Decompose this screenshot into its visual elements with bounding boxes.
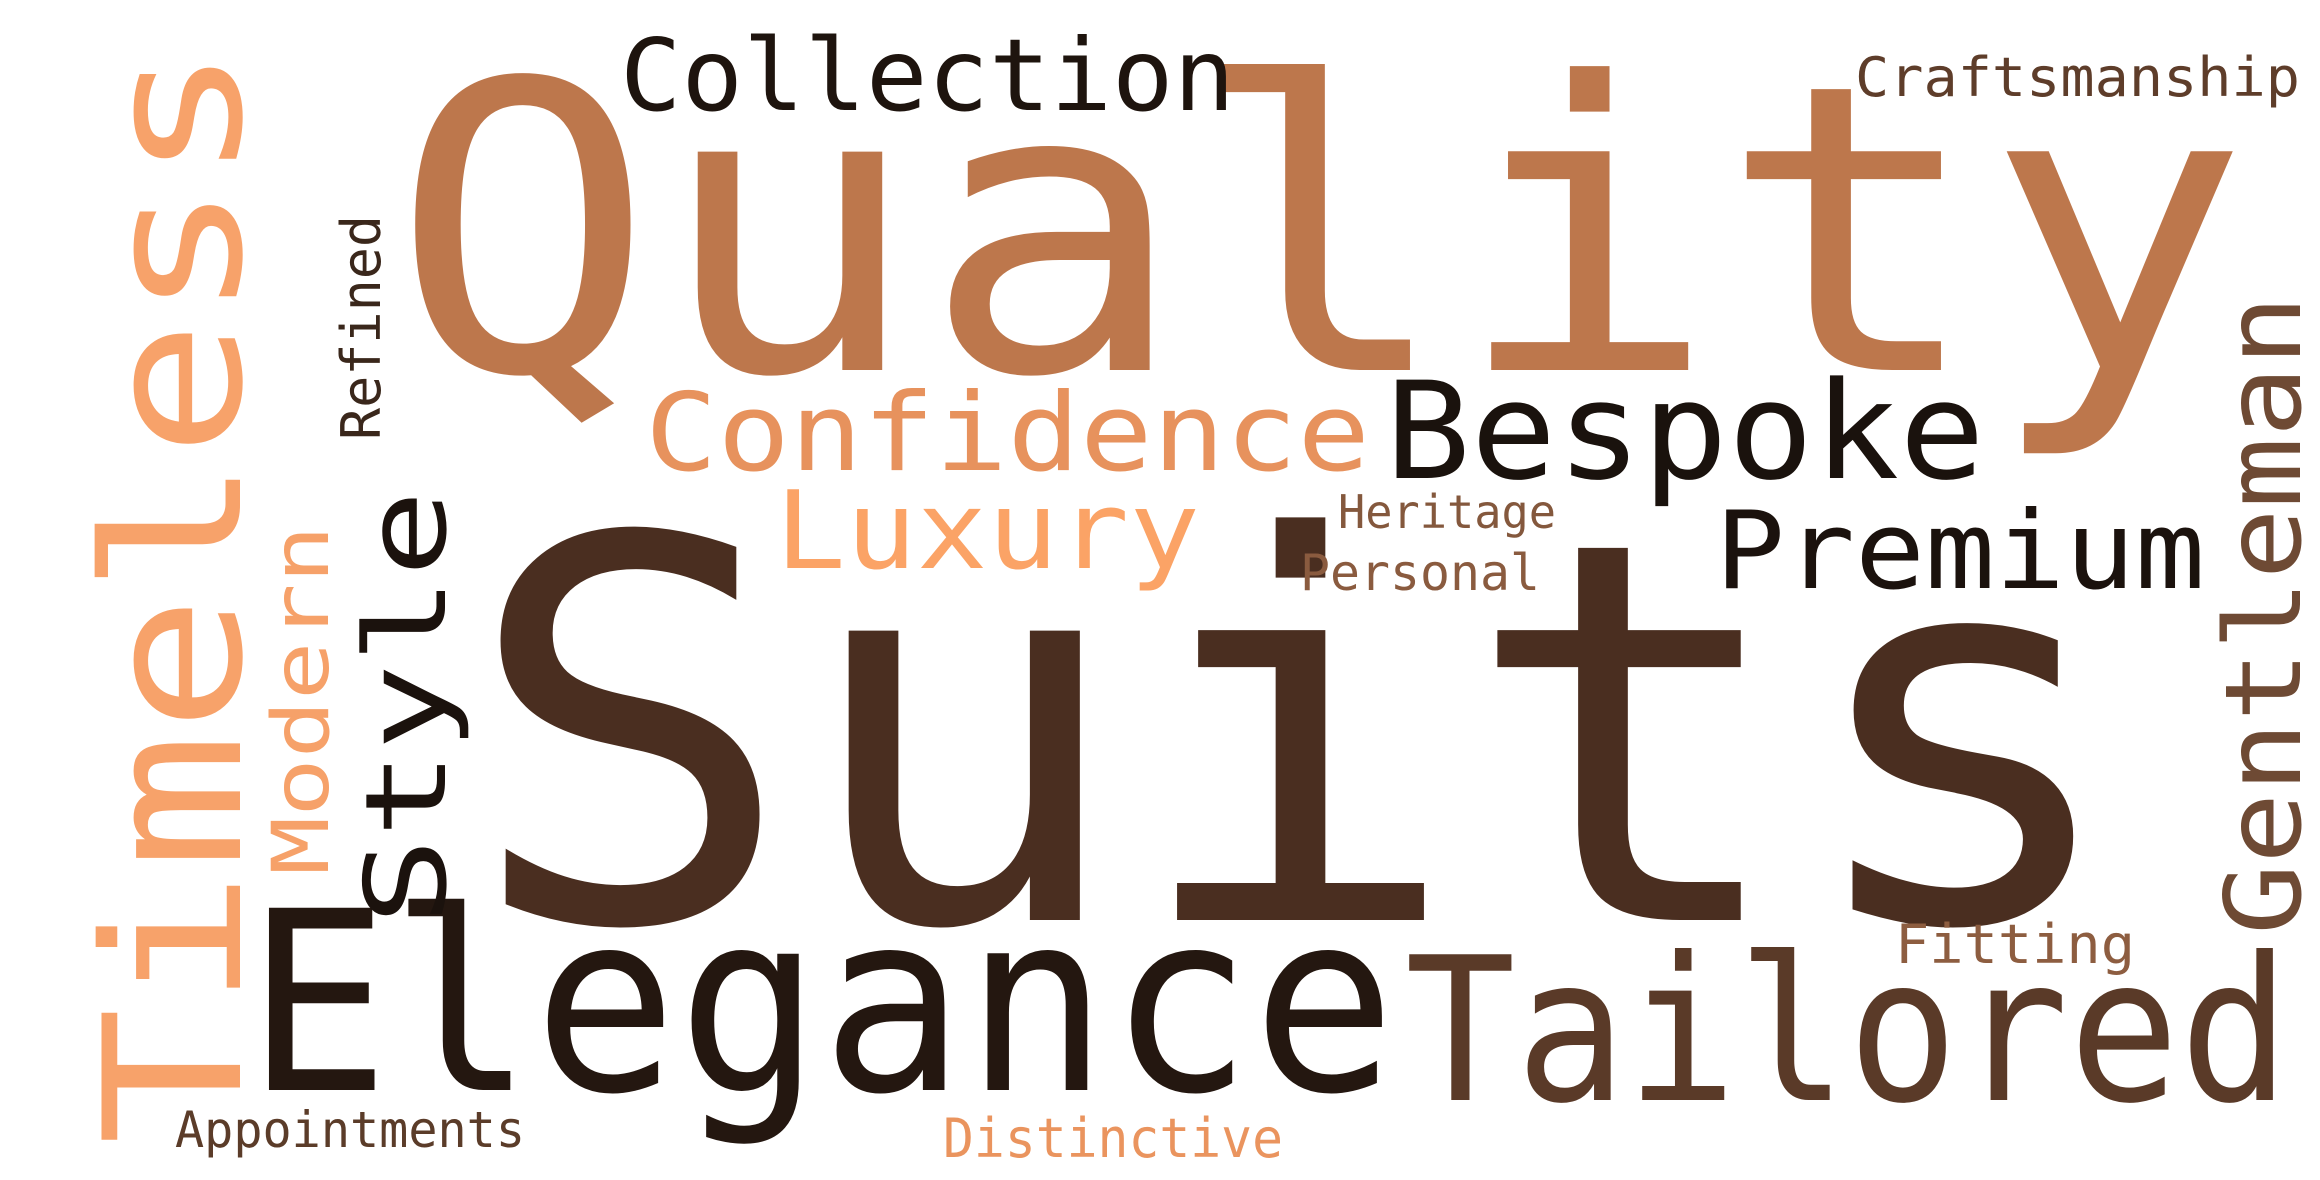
word-timeless: Timeless: [64, 45, 285, 1145]
word-luxury: Luxury: [775, 469, 1200, 594]
word-elegance: Elegance: [246, 858, 1396, 1149]
word-confidence: Confidence: [645, 371, 1370, 496]
word-suits: Suits: [463, 428, 2128, 1045]
word-premium: Premium: [1715, 489, 2205, 614]
word-gentleman: Gentleman: [2203, 295, 2320, 935]
word-bespoke: Bespoke: [1385, 353, 1985, 510]
word-style: Style: [342, 490, 472, 925]
word-collection: Collection: [620, 17, 1235, 134]
word-distinctive: Distinctive: [943, 1107, 1283, 1170]
word-heritage: Heritage: [1338, 485, 1556, 539]
word-modern: Modern: [257, 525, 347, 875]
word-refined: Refined: [330, 215, 393, 440]
word-personal: Personal: [1300, 544, 1540, 602]
word-craftsmanship: Craftsmanship: [1855, 46, 2300, 109]
word-fitting: Fitting: [1895, 913, 2135, 976]
word-quality: Quality: [390, 0, 2250, 465]
word-appointments: Appointments: [175, 1101, 525, 1159]
word-tailored: Tailored: [1405, 915, 2290, 1148]
